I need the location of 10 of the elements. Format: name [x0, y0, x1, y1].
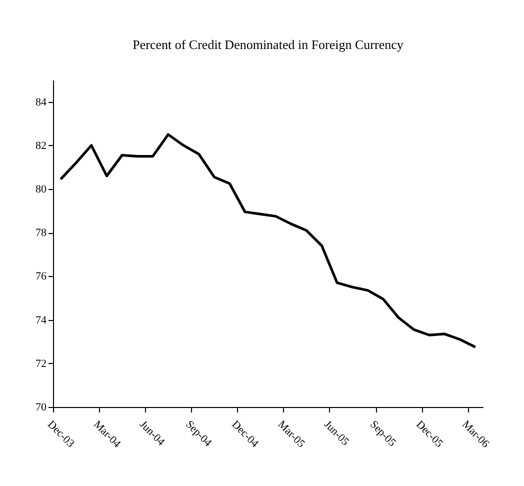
y-tick-label: 78	[36, 227, 47, 240]
y-tick-label: 80	[36, 184, 47, 196]
y-tick-label: 82	[36, 140, 46, 152]
y-tick-label: 76	[36, 270, 47, 283]
line-series	[59, 133, 477, 348]
y-tick-label: 84	[36, 96, 47, 108]
y-tick-label: 74	[36, 314, 47, 326]
chart-title: Percent of Credit Denominated in Foreign Currency	[132, 37, 404, 52]
y-tick-label: 70	[36, 402, 47, 414]
y-tick-label: 72	[36, 358, 46, 370]
